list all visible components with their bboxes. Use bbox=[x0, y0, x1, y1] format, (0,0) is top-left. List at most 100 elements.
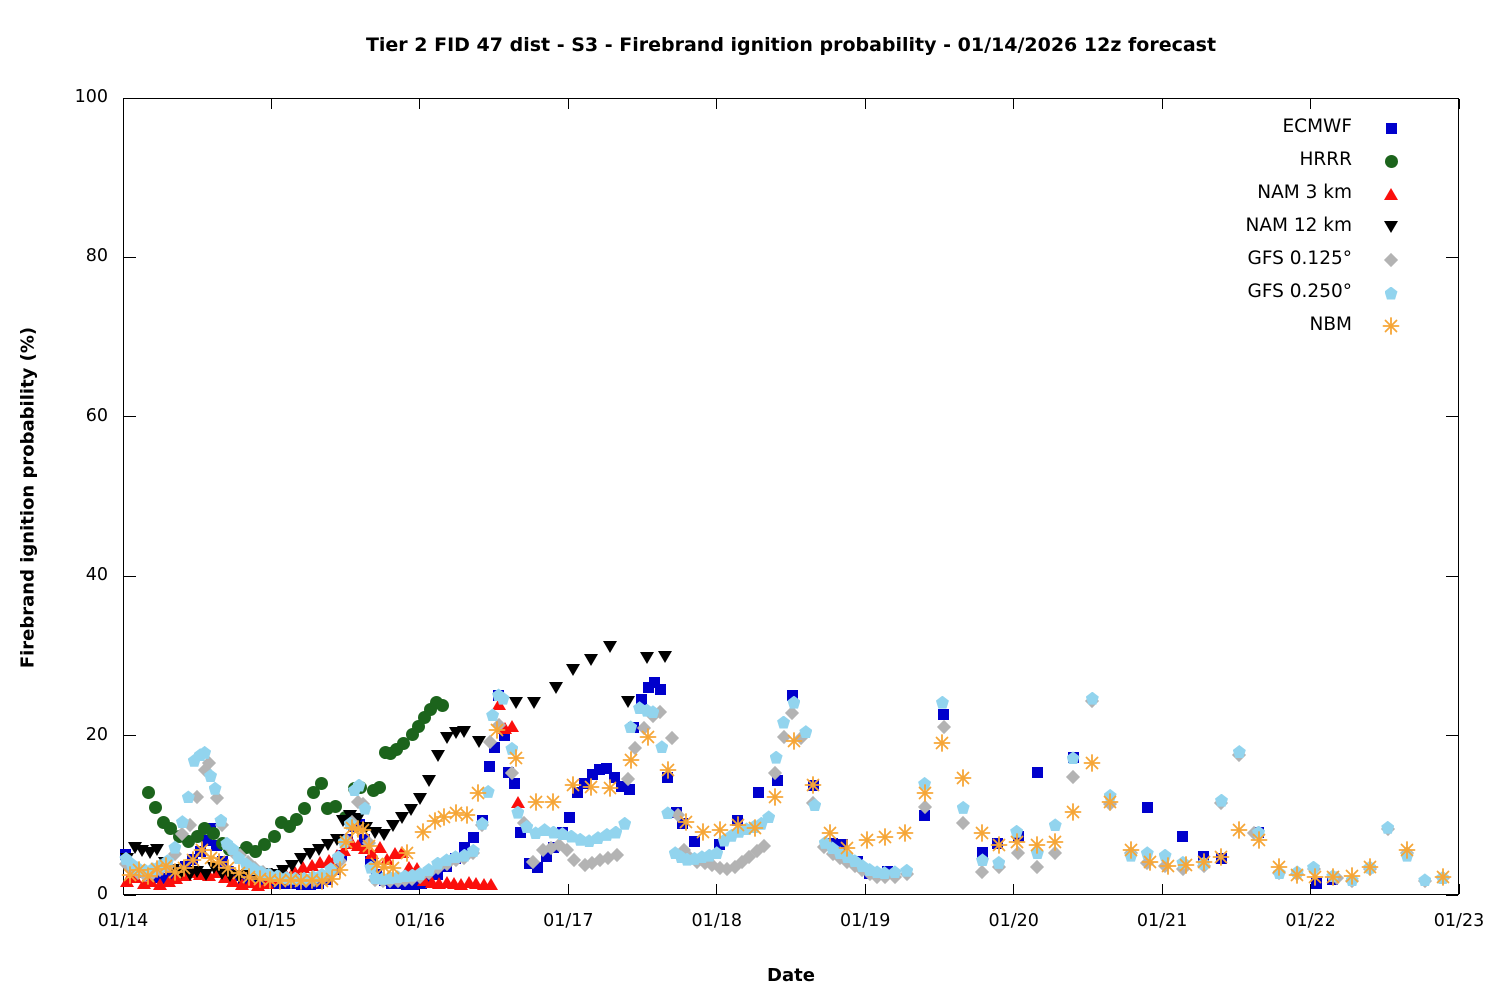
nbm-marker bbox=[858, 831, 876, 853]
nbm-marker bbox=[184, 851, 202, 873]
y-tick-mirror bbox=[1446, 575, 1458, 577]
ecmwf-marker bbox=[515, 827, 527, 839]
legend-label-nam-3-km: NAM 3 km bbox=[1257, 182, 1352, 203]
hrrr-marker bbox=[257, 838, 271, 852]
y-axis-label: Firebrand ignition probability (%) bbox=[17, 326, 39, 669]
nam-12-km-marker bbox=[583, 653, 598, 666]
gfs-0-250-marker bbox=[204, 768, 218, 782]
y-tick-mirror bbox=[1446, 97, 1458, 99]
ecmwf-marker bbox=[509, 777, 521, 789]
nbm-marker bbox=[219, 858, 237, 881]
gfs-0-250-marker bbox=[168, 840, 182, 854]
nam-12-km-marker bbox=[403, 803, 418, 816]
x-tick-label: 01/20 bbox=[988, 911, 1039, 931]
nbm-marker bbox=[230, 863, 248, 886]
nbm-marker bbox=[766, 788, 784, 810]
nam-12-km-marker bbox=[412, 792, 427, 805]
legend-label-nam-12-km: NAM 12 km bbox=[1245, 215, 1353, 236]
y-tick bbox=[124, 416, 136, 418]
ecmwf-marker bbox=[1031, 766, 1043, 778]
ecmwf-marker bbox=[601, 762, 613, 774]
gfs-0-250-marker bbox=[769, 750, 783, 764]
gfs-0-250-marker bbox=[520, 819, 534, 833]
nbm-marker bbox=[1046, 832, 1064, 855]
gfs-0-250-marker bbox=[486, 708, 500, 722]
nbm-marker bbox=[659, 760, 677, 783]
nbm-marker bbox=[507, 749, 525, 771]
nam-12-km-marker bbox=[472, 735, 487, 748]
gfs-0-250-marker bbox=[1307, 860, 1321, 874]
ecmwf-marker bbox=[635, 694, 647, 706]
nam-3-km-marker bbox=[510, 795, 525, 808]
gfs-0-250-legend-marker bbox=[1384, 286, 1398, 300]
x-tick-label: 01/16 bbox=[394, 911, 446, 931]
gfs-0-250-marker bbox=[956, 800, 970, 814]
nbm-marker bbox=[1324, 867, 1342, 890]
ecmwf-marker bbox=[571, 787, 583, 799]
ecmwf-marker bbox=[616, 781, 628, 793]
ecmwf-marker bbox=[488, 742, 500, 754]
hrrr-marker bbox=[267, 830, 281, 844]
gfs-0-250-marker bbox=[808, 798, 822, 812]
nbm-marker bbox=[622, 751, 640, 773]
nbm-marker bbox=[746, 819, 764, 841]
nbm-marker bbox=[251, 870, 269, 892]
nbm-marker bbox=[1288, 866, 1306, 888]
nbm-marker bbox=[360, 837, 378, 859]
x-tick bbox=[716, 884, 718, 894]
legend-label-gfs-0-125: GFS 0.125° bbox=[1247, 248, 1353, 269]
hrrr-marker bbox=[297, 801, 311, 815]
x-tick-label: 01/21 bbox=[1136, 911, 1188, 931]
gfs-0-250-marker bbox=[1048, 818, 1062, 832]
y-tick bbox=[124, 735, 136, 737]
gfs-0-250-marker bbox=[992, 855, 1006, 869]
gfs-0-250-marker bbox=[888, 865, 902, 879]
gfs-0-250-marker bbox=[505, 741, 519, 755]
ecmwf-marker bbox=[677, 817, 689, 829]
x-tick bbox=[122, 884, 124, 894]
gfs-0-250-marker bbox=[175, 815, 189, 829]
x-axis-label: Date bbox=[767, 965, 815, 986]
nbm-marker bbox=[711, 820, 729, 843]
nbm-marker bbox=[582, 778, 600, 800]
ecmwf-marker bbox=[642, 682, 654, 694]
gfs-0-250-marker bbox=[975, 853, 989, 867]
gfs-0-250-marker bbox=[655, 740, 669, 754]
nam-12-km-marker bbox=[657, 650, 672, 663]
legend-label-hrrr: HRRR bbox=[1299, 149, 1352, 170]
x-tick-mirror bbox=[1458, 99, 1460, 109]
hrrr-marker bbox=[373, 780, 387, 794]
ecmwf-marker bbox=[467, 832, 479, 844]
ecmwf-marker bbox=[648, 677, 660, 689]
gfs-0-250-marker bbox=[661, 806, 675, 820]
ecmwf-marker bbox=[1141, 801, 1153, 813]
gfs-0-250-marker bbox=[546, 825, 560, 839]
nbm-marker bbox=[1141, 853, 1159, 875]
nam-3-km-marker bbox=[484, 877, 499, 890]
nbm-marker bbox=[1028, 835, 1046, 858]
nbm-marker bbox=[821, 823, 839, 846]
nbm-marker bbox=[130, 861, 148, 883]
nbm-marker bbox=[261, 870, 279, 893]
nbm-marker bbox=[694, 823, 712, 845]
x-tick-mirror bbox=[716, 99, 718, 109]
x-tick bbox=[864, 884, 866, 894]
x-tick-mirror bbox=[567, 99, 569, 109]
x-tick-label: 01/15 bbox=[246, 911, 297, 931]
nbm-marker bbox=[1343, 866, 1361, 889]
nbm-marker bbox=[337, 833, 355, 855]
nam-3-km-marker bbox=[504, 720, 519, 733]
y-tick-label: 60 bbox=[85, 405, 108, 426]
gfs-0-250-marker bbox=[777, 715, 791, 729]
gfs-0-250-marker bbox=[1010, 824, 1024, 838]
x-tick bbox=[419, 884, 421, 894]
gfs-0-250-marker bbox=[1066, 751, 1080, 765]
ecmwf-marker bbox=[484, 761, 496, 773]
gfs-0-250-marker bbox=[352, 778, 366, 792]
nbm-marker bbox=[601, 779, 619, 801]
gfs-0-250-marker bbox=[799, 725, 813, 739]
gfs-0-250-marker bbox=[358, 801, 372, 815]
legend-label-nbm: NBM bbox=[1309, 314, 1353, 335]
ecmwf-marker bbox=[594, 764, 605, 776]
ecmwf-marker bbox=[654, 683, 666, 695]
